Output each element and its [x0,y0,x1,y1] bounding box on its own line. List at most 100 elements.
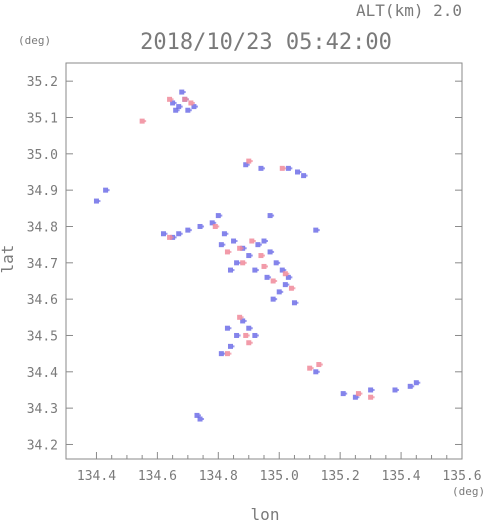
scatter-point-negative [252,267,258,273]
scatter-point-negative [227,267,233,273]
scatter-point-negative [270,296,276,302]
scatter-point-negative [276,289,282,295]
scatter-point-negative [224,325,230,331]
scatter-point-positive [261,263,267,269]
scatter-point-negative [231,238,237,244]
scatter-point-negative [285,274,291,280]
scatter-point-positive [249,238,255,244]
scatter-point-negative [282,282,288,288]
scatter-speck-negative [250,254,253,257]
scatter-speck-positive [360,392,363,395]
scatter-speck-negative [226,232,229,235]
scatter-point-negative [301,173,307,179]
scatter-speck-negative [244,319,247,322]
scatter-point-negative [234,332,240,338]
scatter-point-negative [227,343,233,349]
x-axis-ticks: 134.4 134.6 134.8 135.0 135.2 135.4 135.6 [77,452,482,484]
scatter-speck-negative [232,269,235,272]
scatter-speck-negative [174,236,177,239]
x-tick-label: 135.6 [442,469,481,484]
scatter-point-negative [267,213,273,219]
y-axis-ticks: 34.2 34.3 34.4 34.5 34.6 34.7 34.8 34.9 35.0 35.1… [27,75,462,453]
scatter-point-negative [267,249,273,255]
scatter-speck-negative [177,109,180,112]
scatter-point-positive [368,394,374,400]
scatter-speck-negative [229,327,232,330]
scatter-speck-negative [98,200,101,203]
scatter-speck-negative [183,91,186,94]
scatter-speck-positive [253,240,256,243]
scatter-point-negative [285,165,291,171]
scatter-speck-positive [217,225,220,228]
scatter-speck-negative [357,396,360,399]
scatter-point-positive [237,314,243,320]
scatter-point-negative [413,380,419,386]
y-tick-label: 34.7 [27,257,58,272]
scatter-point-negative [295,169,301,175]
scatter-point-positive [316,362,322,368]
scatter-speck-negative [189,229,192,232]
scatter-speck-positive [229,250,232,253]
scatter-speck-positive [229,352,232,355]
scatter-speck-negative [269,276,272,279]
scatter-point-positive [246,340,252,346]
scatter-speck-positive [250,160,253,163]
scatter-point-negative [185,227,191,233]
chart-title: 2018/10/23 05:42:00 [140,30,392,55]
scatter-point-negative [313,369,319,375]
scatter-speck-negative [296,301,299,304]
x-tick-label: 134.4 [77,469,116,484]
scatter-speck-negative [180,232,183,235]
scatter-speck-negative [317,229,320,232]
scatter-point-positive [212,223,218,229]
y-tick-label: 35.2 [27,75,58,90]
scatter-point-negative [255,242,261,248]
scatter-speck-negative [238,261,241,264]
scatter-point-negative [185,107,191,113]
x-unit-label: (deg) [452,485,485,498]
scatter-speck-negative [232,345,235,348]
x-tick-label: 134.8 [199,469,238,484]
scatter-point-negative [197,416,203,422]
y-tick-label: 34.8 [27,220,58,235]
scatter-point-negative [176,231,182,237]
scatter-point-negative [191,104,197,110]
scatter-point-positive [237,245,243,251]
scatter-speck-negative [299,170,302,173]
scatter-point-negative [179,89,185,95]
scatter-point-negative [340,391,346,397]
chart-subtitle: ALT(km) 2.0 [356,1,462,20]
scatter-speck-negative [214,221,217,224]
scatter-point-negative [209,220,215,226]
scatter-speck-negative [247,163,250,166]
scatter-point-negative [352,394,358,400]
scatter-point-negative [261,238,267,244]
scatter-speck-positive [144,120,147,123]
scatter-point-positive [167,234,173,240]
scatter-point-negative [246,325,252,331]
scatter-speck-negative [290,276,293,279]
y-tick-label: 34.6 [27,293,58,308]
scatter-point-positive [167,96,173,102]
scatter-speck-negative [180,105,183,108]
scatter-point-negative [264,274,270,280]
scatter-speck-positive [320,363,323,366]
scatter-point-negative [221,231,227,237]
scatter-speck-positive [266,265,268,268]
scatter-point-negative [197,223,203,229]
scatter-point-positive [224,351,230,357]
x-axis-label: lon [251,505,280,521]
scatter-speck-negative [396,388,399,391]
y-axis-label: lat [0,245,17,274]
scatter-speck-negative [284,269,287,272]
scatter-point-negative [246,253,252,259]
scatter-speck-negative [259,243,262,246]
scatter-speck-negative [238,334,241,337]
scatter-speck-negative [372,388,375,391]
scatter-point-negative [240,318,246,324]
scatter-speck-positive [247,334,250,337]
scatter-speck-negative [281,290,284,293]
scatter-speck-negative [278,261,281,264]
scatter-speck-negative [223,352,226,355]
scatter-point-negative [160,231,166,237]
